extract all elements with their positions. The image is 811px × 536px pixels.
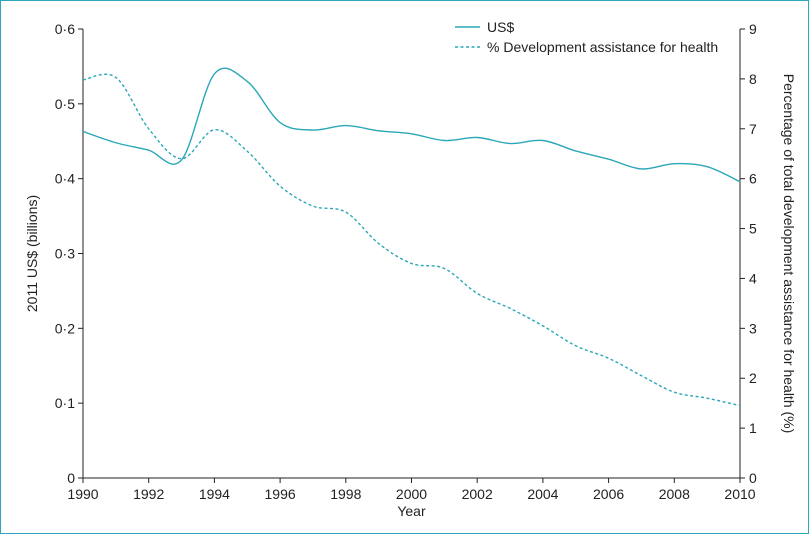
x-tick-label: 2004 — [527, 486, 558, 502]
y-axis-right-title: Percentage of total development assistan… — [781, 74, 797, 434]
y-axis-left-title: 2011 US$ (billions) — [24, 195, 40, 312]
x-tick-label: 2006 — [593, 486, 624, 502]
x-tick-label: 2000 — [396, 486, 427, 502]
y-left-tick-label: 0·2 — [55, 320, 75, 336]
y-left-tick-label: 0·1 — [55, 395, 75, 411]
x-tick-label: 1990 — [67, 486, 98, 502]
x-tick-label: 2008 — [659, 486, 690, 502]
chart-axes: 1990 1992 1994 1996 1998 2000 2002 2004 2006 2008… — [55, 21, 757, 502]
x-tick-label: 1994 — [199, 486, 230, 502]
y-right-tick-label: 5 — [749, 221, 757, 237]
y-left-tick-label: 0·6 — [55, 21, 75, 37]
series-line-percent-dah — [82, 73, 741, 407]
y-right-tick-label: 9 — [749, 21, 757, 37]
legend-label: US$ — [487, 19, 514, 35]
y-right-tick-label: 2 — [749, 370, 757, 386]
y-right-tick-label: 7 — [749, 121, 757, 137]
y-right-tick-label: 4 — [749, 270, 757, 286]
y-right-tick-label: 6 — [749, 171, 757, 187]
y-right-tick-label: 3 — [749, 320, 757, 336]
x-tick-label: 2010 — [724, 486, 755, 502]
x-tick-label: 1996 — [265, 486, 296, 502]
y-right-tick-label: 0 — [749, 470, 757, 486]
y-left-tick-label: 0·4 — [55, 171, 75, 187]
x-tick-label: 2002 — [462, 486, 493, 502]
axis-titles: Year 2011 US$ (billions) Percentage of tot… — [24, 74, 797, 519]
y-left-tick-label: 0 — [67, 470, 75, 486]
x-axis-title: Year — [397, 503, 426, 519]
y-right-tick-label: 8 — [749, 71, 757, 87]
chart-series — [82, 67, 741, 407]
x-tick-label: 1998 — [330, 486, 361, 502]
chart-legend: US$ % Development assistance for health — [455, 19, 718, 55]
y-right-tick-label: 1 — [749, 420, 757, 436]
x-tick-label: 1992 — [133, 486, 164, 502]
y-left-tick-label: 0·5 — [55, 96, 75, 112]
series-line-usd — [82, 67, 741, 183]
y-left-tick-label: 0·3 — [55, 246, 75, 262]
legend-label: % Development assistance for health — [487, 39, 718, 55]
